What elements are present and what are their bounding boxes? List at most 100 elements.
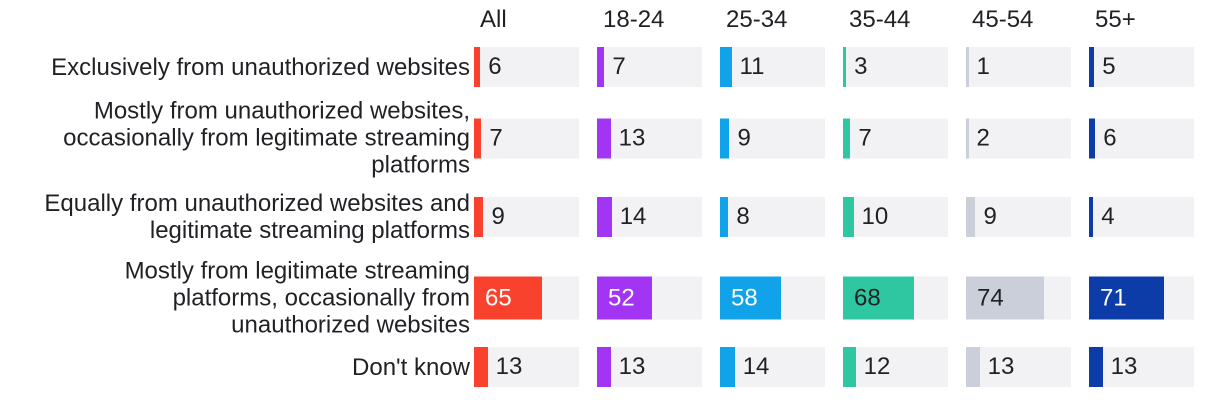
column-header-45-54: 45-54 bbox=[972, 6, 1034, 33]
column-headers: All 18-24 25-34 35-44 45-54 55+ bbox=[0, 6, 1220, 34]
bar bbox=[843, 47, 847, 87]
bar bbox=[966, 47, 969, 87]
bar-value: 68 bbox=[854, 284, 881, 311]
bar-track bbox=[720, 118, 825, 158]
bar-value: 14 bbox=[619, 203, 647, 230]
bar-cell: 13 bbox=[597, 118, 702, 158]
row-label: Mostly from legitimate streaming platfor… bbox=[124, 257, 470, 339]
bar-track bbox=[843, 347, 948, 387]
bar-value: 6 bbox=[488, 53, 502, 80]
bar-value: 9 bbox=[983, 203, 997, 230]
bar-value: 13 bbox=[618, 124, 646, 151]
bar-cell: 1 bbox=[966, 47, 1071, 87]
bar-cell: 2 bbox=[966, 118, 1071, 158]
bar bbox=[720, 347, 735, 387]
bar-value: 4 bbox=[1101, 203, 1115, 230]
chart-row: Mostly from legitimate streaming platfor… bbox=[0, 258, 1220, 339]
chart-row: Exclusively from unauthorized websites 6… bbox=[0, 47, 1220, 87]
column-header-55plus: 55+ bbox=[1095, 6, 1136, 33]
bar-value: 65 bbox=[485, 284, 512, 311]
bar-cell: 6 bbox=[474, 47, 579, 87]
bar-cell: 4 bbox=[1089, 197, 1194, 237]
bar-cell: 14 bbox=[720, 347, 825, 387]
bar bbox=[720, 276, 781, 320]
bar-cell: 58 bbox=[720, 276, 825, 320]
bar-track bbox=[843, 118, 948, 158]
bar bbox=[1089, 118, 1096, 158]
bar-cell: 14 bbox=[597, 197, 702, 237]
column-header-25-34: 25-34 bbox=[726, 6, 788, 33]
bar-cell: 52 bbox=[597, 276, 702, 320]
bar-track bbox=[597, 118, 702, 158]
bar-cell: 10 bbox=[843, 197, 948, 237]
bar-value: 3 bbox=[854, 53, 868, 80]
bar bbox=[474, 276, 543, 320]
row-label: Don't know bbox=[352, 353, 470, 381]
header-spacer bbox=[0, 6, 480, 34]
bar-cell: 74 bbox=[966, 276, 1071, 320]
bar-track bbox=[474, 197, 579, 237]
bar-track bbox=[720, 47, 825, 87]
bar-cell: 6 bbox=[1089, 118, 1194, 158]
bar-value: 7 bbox=[612, 53, 626, 80]
bar bbox=[966, 276, 1044, 320]
bar-value: 1 bbox=[976, 53, 990, 80]
bar bbox=[597, 118, 611, 158]
bar-value: 8 bbox=[736, 203, 750, 230]
bar bbox=[843, 118, 851, 158]
bar-cell: 9 bbox=[966, 197, 1071, 237]
bar-cell: 7 bbox=[474, 118, 579, 158]
bar-value: 13 bbox=[987, 353, 1015, 380]
bar-cell: 65 bbox=[474, 276, 579, 320]
bar bbox=[1089, 47, 1095, 87]
bar bbox=[966, 347, 980, 387]
bar-cell: 13 bbox=[597, 347, 702, 387]
bar-track bbox=[474, 47, 579, 87]
bar-track bbox=[843, 47, 948, 87]
bar-track bbox=[966, 47, 1071, 87]
bar-value: 13 bbox=[495, 353, 523, 380]
bar-track bbox=[1089, 347, 1194, 387]
bar-track bbox=[720, 197, 825, 237]
bar-track bbox=[1089, 47, 1194, 87]
chart-row: Mostly from unauthorized websites, occas… bbox=[0, 98, 1220, 179]
bar-cell: 13 bbox=[1089, 347, 1194, 387]
row-label: Mostly from unauthorized websites, occas… bbox=[63, 97, 470, 179]
bar-value: 13 bbox=[618, 353, 646, 380]
bar-cell: 13 bbox=[966, 347, 1071, 387]
bar bbox=[597, 197, 612, 237]
bar-cell: 7 bbox=[843, 118, 948, 158]
bar-value: 9 bbox=[491, 203, 505, 230]
bar-value: 74 bbox=[977, 284, 1004, 311]
bar-cell: 71 bbox=[1089, 276, 1194, 320]
row-label: Exclusively from unauthorized websites bbox=[51, 53, 470, 81]
bar bbox=[597, 47, 605, 87]
bar-cell: 13 bbox=[474, 347, 579, 387]
bar-track bbox=[597, 347, 702, 387]
bar-value: 9 bbox=[737, 124, 751, 151]
bar-cell: 7 bbox=[597, 47, 702, 87]
bar-cell: 3 bbox=[843, 47, 948, 87]
bar-value: 12 bbox=[863, 353, 891, 380]
bar-value: 11 bbox=[739, 53, 765, 80]
column-header-35-44: 35-44 bbox=[849, 6, 911, 33]
bar-value: 13 bbox=[1110, 353, 1138, 380]
bar-value: 6 bbox=[1103, 124, 1117, 151]
bar bbox=[966, 197, 976, 237]
bar-cell: 68 bbox=[843, 276, 948, 320]
bar bbox=[966, 118, 969, 158]
bar-track bbox=[597, 47, 702, 87]
bar bbox=[720, 197, 729, 237]
bar bbox=[474, 47, 481, 87]
bar bbox=[474, 347, 488, 387]
chart-row: Equally from unauthorized websites and l… bbox=[0, 190, 1220, 244]
bar-cell: 9 bbox=[474, 197, 579, 237]
column-header-all: All bbox=[480, 6, 507, 33]
column-header-18-24: 18-24 bbox=[603, 6, 665, 33]
bar-value: 14 bbox=[742, 353, 770, 380]
bar-value: 2 bbox=[976, 124, 990, 151]
bar-track bbox=[843, 197, 948, 237]
bar-cell: 5 bbox=[1089, 47, 1194, 87]
bar bbox=[1089, 197, 1094, 237]
bar-cell: 9 bbox=[720, 118, 825, 158]
